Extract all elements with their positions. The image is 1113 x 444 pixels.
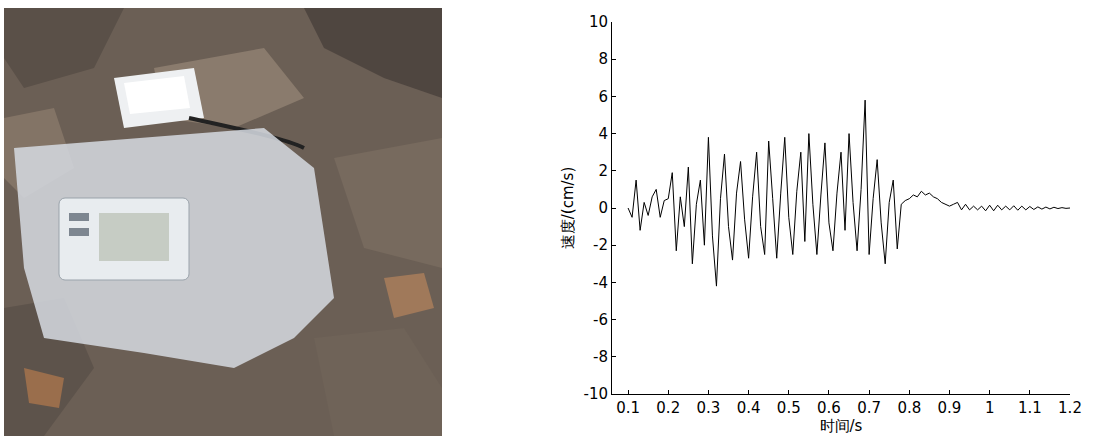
svg-text:1.1: 1.1 xyxy=(1018,399,1042,417)
svg-text:-6: -6 xyxy=(593,311,608,329)
svg-text:2: 2 xyxy=(598,162,608,180)
svg-text:0.9: 0.9 xyxy=(938,399,962,417)
svg-text:0.1: 0.1 xyxy=(616,399,640,417)
svg-text:-10: -10 xyxy=(584,385,609,403)
svg-text:1: 1 xyxy=(985,399,995,417)
svg-text:0.6: 0.6 xyxy=(817,399,841,417)
svg-text:0.2: 0.2 xyxy=(656,399,680,417)
svg-text:时间/s: 时间/s xyxy=(820,417,863,435)
svg-text:1.2: 1.2 xyxy=(1058,399,1082,417)
svg-text:-8: -8 xyxy=(593,348,608,366)
svg-text:4: 4 xyxy=(598,125,608,143)
svg-text:速度/(cm/s): 速度/(cm/s) xyxy=(559,167,577,250)
svg-text:-2: -2 xyxy=(593,236,608,254)
svg-text:0.5: 0.5 xyxy=(777,399,801,417)
svg-text:0: 0 xyxy=(598,199,608,217)
svg-text:0.3: 0.3 xyxy=(696,399,720,417)
svg-text:0.7: 0.7 xyxy=(857,399,881,417)
svg-text:0.4: 0.4 xyxy=(737,399,761,417)
svg-text:10: 10 xyxy=(589,13,608,31)
svg-text:8: 8 xyxy=(598,50,608,68)
svg-text:6: 6 xyxy=(598,88,608,106)
svg-text:0.8: 0.8 xyxy=(897,399,921,417)
svg-text:-4: -4 xyxy=(593,274,608,292)
